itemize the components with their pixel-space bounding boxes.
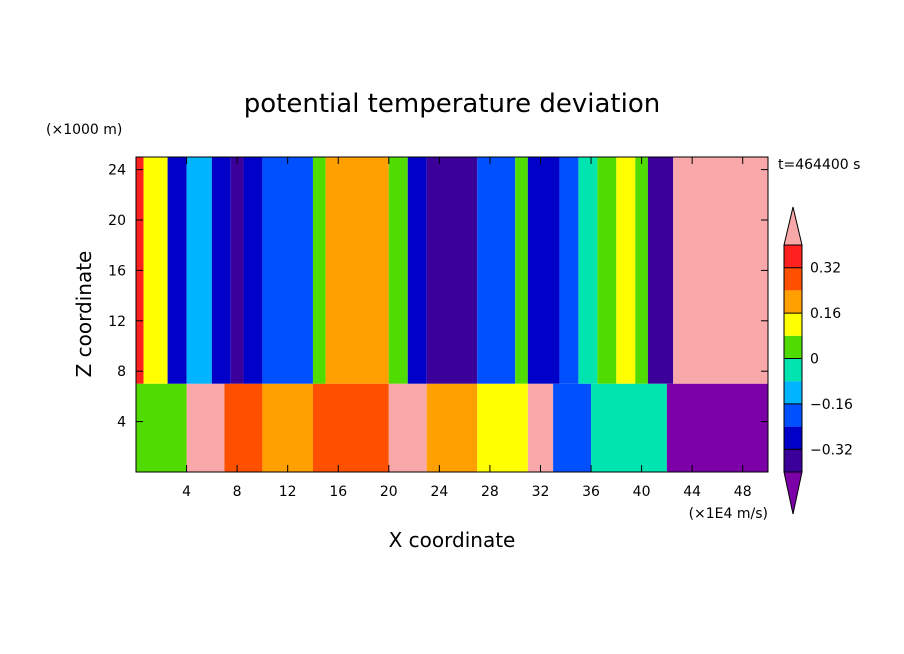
upper-column-2 xyxy=(167,157,187,384)
upper-column-3 xyxy=(186,157,212,384)
lower-column-5 xyxy=(388,383,427,472)
lower-column-1 xyxy=(186,383,225,472)
x-tick-label: 20 xyxy=(380,484,398,500)
x-tick-label: 24 xyxy=(430,484,448,500)
x-unit-label: (×1E4 m/s) xyxy=(689,506,768,522)
upper-column-15 xyxy=(527,157,560,384)
upper-column-17 xyxy=(578,157,598,384)
y-unit-label: (×1000 m) xyxy=(46,122,122,138)
lower-layer xyxy=(136,383,768,472)
colorbar-over-triangle xyxy=(783,206,803,246)
colorbar-tick-label: −0.16 xyxy=(810,397,853,413)
y-tick-label: 20 xyxy=(108,213,126,229)
colorbar-band xyxy=(784,335,802,359)
y-axis: 4 8 12 16 20 24 xyxy=(108,163,768,431)
upper-column-11 xyxy=(407,157,427,384)
x-tick-label: 44 xyxy=(683,484,701,500)
colorbar-tick-label: 0.32 xyxy=(810,261,841,277)
colorbar-band xyxy=(784,290,802,314)
lower-column-3 xyxy=(262,383,313,472)
upper-column-9 xyxy=(325,157,389,384)
upper-column-4 xyxy=(211,157,231,384)
upper-layer xyxy=(136,157,768,384)
upper-column-22 xyxy=(673,157,768,384)
colorbar-band xyxy=(784,449,802,472)
x-tick-label: 8 xyxy=(233,484,242,500)
y-tick-label: 8 xyxy=(117,364,126,380)
upper-column-1 xyxy=(143,157,168,384)
upper-column-19 xyxy=(616,157,636,384)
lower-column-9 xyxy=(553,383,592,472)
x-tick-label: 28 xyxy=(481,484,499,500)
x-tick-label: 36 xyxy=(582,484,600,500)
x-tick-label: 4 xyxy=(182,484,191,500)
colorbar-tick-label: 0 xyxy=(810,352,819,368)
x-axis: 4 8 12 16 20 24 28 32 36 40 44 48 xyxy=(182,157,752,500)
x-tick-label: 40 xyxy=(633,484,651,500)
colorbar-band xyxy=(784,245,802,268)
colorbar-band xyxy=(784,403,802,427)
upper-column-8 xyxy=(312,157,326,384)
colorbar-tick-label: −0.32 xyxy=(810,442,853,458)
lower-column-6 xyxy=(426,383,478,472)
y-tick-label: 12 xyxy=(108,314,126,330)
colorbar-band xyxy=(784,267,802,291)
lower-column-2 xyxy=(224,383,263,472)
plot-frame xyxy=(135,156,769,473)
upper-column-18 xyxy=(597,157,617,384)
lower-column-0 xyxy=(136,383,187,472)
upper-column-13 xyxy=(477,157,516,384)
y-tick-label: 24 xyxy=(108,163,126,179)
colorbar-band xyxy=(784,358,802,382)
colorbar-band xyxy=(784,381,802,404)
colorbar-tick-label: 0.16 xyxy=(810,306,841,322)
upper-column-10 xyxy=(388,157,408,384)
x-tick-label: 12 xyxy=(279,484,297,500)
colorbar: 0.32 0.16 0 −0.16 −0.32 xyxy=(783,206,853,515)
y-axis-label: Z coordinate xyxy=(72,251,96,378)
upper-column-6 xyxy=(243,157,263,384)
x-axis-label: X coordinate xyxy=(389,528,516,552)
lower-column-11 xyxy=(666,383,768,472)
upper-column-21 xyxy=(647,157,674,384)
plot-area xyxy=(136,157,768,472)
y-tick-label: 4 xyxy=(117,415,126,431)
colorbar-band xyxy=(784,313,802,336)
x-tick-label: 16 xyxy=(329,484,347,500)
upper-column-14 xyxy=(515,157,528,384)
lower-column-4 xyxy=(312,383,389,472)
upper-column-16 xyxy=(559,157,579,384)
upper-column-7 xyxy=(262,157,313,384)
lower-column-7 xyxy=(477,383,528,472)
y-tick-label: 16 xyxy=(108,263,126,279)
x-tick-label: 32 xyxy=(532,484,550,500)
colorbar-under-triangle xyxy=(783,471,803,515)
x-tick-label: 48 xyxy=(734,484,752,500)
time-label: t=464400 s xyxy=(778,157,860,173)
upper-column-5 xyxy=(230,157,244,384)
upper-column-12 xyxy=(426,157,478,384)
colorbar-band xyxy=(784,426,802,450)
upper-column-20 xyxy=(635,157,648,384)
lower-column-8 xyxy=(527,383,554,472)
lower-column-10 xyxy=(591,383,667,472)
chart-title: potential temperature deviation xyxy=(244,89,660,119)
